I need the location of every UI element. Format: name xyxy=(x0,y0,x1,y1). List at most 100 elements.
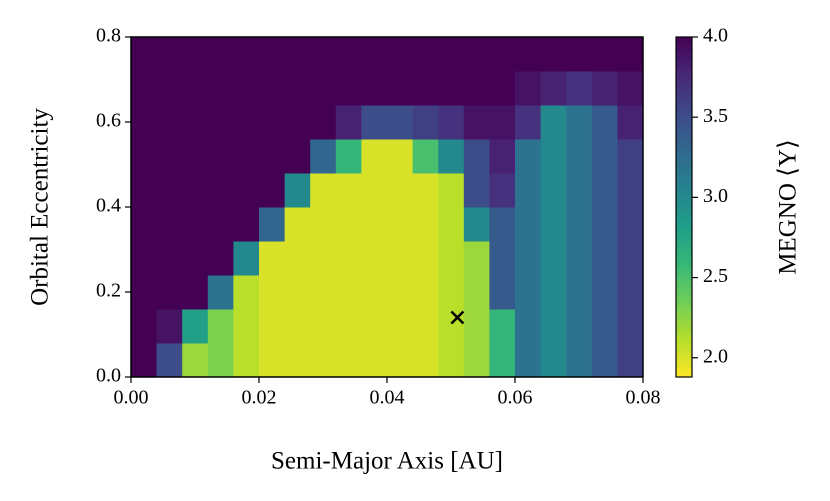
heatmap-cell xyxy=(515,173,542,208)
colorbar-tick-label: 2.5 xyxy=(703,265,728,287)
heatmap-cell xyxy=(131,105,158,140)
heatmap-cell xyxy=(361,207,388,242)
heatmap-cell xyxy=(182,309,209,344)
heatmap-cell xyxy=(591,207,618,242)
heatmap-cell xyxy=(156,71,183,106)
x-tick-label: 0.00 xyxy=(114,387,149,409)
heatmap-cell xyxy=(540,139,567,174)
heatmap-cell xyxy=(182,173,209,208)
heatmap-cell xyxy=(131,71,158,106)
heatmap-cell xyxy=(438,207,465,242)
heatmap-cell xyxy=(540,105,567,140)
heatmap-cell xyxy=(591,343,618,378)
heatmap-cell xyxy=(156,207,183,242)
heatmap-cell xyxy=(207,207,234,242)
heatmap-cell xyxy=(335,173,362,208)
heatmap-cell xyxy=(284,241,311,276)
heatmap-cell xyxy=(617,275,644,310)
heatmap-cell xyxy=(259,173,286,208)
heatmap-cell xyxy=(412,275,439,310)
heatmap-cell xyxy=(617,105,644,140)
heatmap-cell xyxy=(284,309,311,344)
heatmap-cell xyxy=(387,241,414,276)
heatmap-cell xyxy=(412,309,439,344)
heatmap-cell xyxy=(617,309,644,344)
heatmap-cell xyxy=(284,173,311,208)
heatmap-cell xyxy=(259,343,286,378)
heatmap-cell xyxy=(438,37,465,72)
heatmap-cell xyxy=(284,275,311,310)
heatmap-cell xyxy=(566,343,593,378)
heatmap-cell xyxy=(387,207,414,242)
colorbar-tick-label: 3.5 xyxy=(703,105,728,127)
heatmap-cell xyxy=(387,343,414,378)
heatmap-cell xyxy=(156,241,183,276)
heatmap-cell xyxy=(412,241,439,276)
heatmap-cell xyxy=(591,173,618,208)
heatmap-cell xyxy=(412,173,439,208)
heatmap-cell xyxy=(233,105,260,140)
heatmap-cell xyxy=(515,105,542,140)
heatmap-cell xyxy=(233,207,260,242)
heatmap-cell xyxy=(310,309,337,344)
heatmap-cell xyxy=(233,139,260,174)
heatmap-cell xyxy=(207,139,234,174)
colorbar-tick-label: 4.0 xyxy=(703,25,728,47)
heatmap-cell xyxy=(617,343,644,378)
colorbar-tick-label: 3.0 xyxy=(703,185,728,207)
marker-stroke xyxy=(450,310,465,325)
heatmap-cell xyxy=(310,275,337,310)
heatmap-cell xyxy=(182,105,209,140)
heatmap-cell xyxy=(387,275,414,310)
colorbar xyxy=(675,36,693,378)
heatmap-cell xyxy=(284,207,311,242)
x-tick-label: 0.06 xyxy=(498,387,533,409)
heatmap-cell xyxy=(335,139,362,174)
heatmap-cell xyxy=(566,207,593,242)
heatmap-cell xyxy=(131,241,158,276)
heatmap-cell xyxy=(540,207,567,242)
heatmap-cell xyxy=(131,309,158,344)
heatmap-cell xyxy=(489,37,516,72)
heatmap-cell xyxy=(438,71,465,106)
heatmap-cell xyxy=(515,37,542,72)
x-tick-label: 0.08 xyxy=(626,387,661,409)
heatmap-cell xyxy=(463,241,490,276)
heatmap-cell xyxy=(591,105,618,140)
heatmap-cell xyxy=(463,207,490,242)
x-tick-label: 0.04 xyxy=(370,387,405,409)
heatmap-cell xyxy=(387,37,414,72)
x-tick-label: 0.02 xyxy=(242,387,277,409)
heatmap-cell xyxy=(284,71,311,106)
heatmap-cell xyxy=(207,275,234,310)
heatmap xyxy=(131,37,644,378)
heatmap-cell xyxy=(515,207,542,242)
heatmap-cell xyxy=(566,105,593,140)
heatmap-cell xyxy=(463,71,490,106)
heatmap-cell xyxy=(259,207,286,242)
heatmap-cell xyxy=(131,275,158,310)
heatmap-cell xyxy=(284,105,311,140)
heatmap-cell xyxy=(412,207,439,242)
heatmap-cell xyxy=(489,207,516,242)
heatmap-cell xyxy=(182,37,209,72)
heatmap-cell xyxy=(540,71,567,106)
heatmap-cell xyxy=(233,241,260,276)
heatmap-cell xyxy=(259,241,286,276)
heatmap-cell xyxy=(259,37,286,72)
heatmap-cell xyxy=(463,139,490,174)
heatmap-cell xyxy=(412,343,439,378)
heatmap-cell xyxy=(515,275,542,310)
heatmap-cell xyxy=(412,105,439,140)
heatmap-cell xyxy=(259,139,286,174)
heatmap-cell xyxy=(182,71,209,106)
heatmap-cell xyxy=(361,37,388,72)
heatmap-cell xyxy=(566,241,593,276)
heatmap-cell xyxy=(566,139,593,174)
heatmap-cell xyxy=(591,309,618,344)
heatmap-cell xyxy=(335,105,362,140)
heatmap-cell xyxy=(233,275,260,310)
heatmap-cell xyxy=(515,139,542,174)
heatmap-cell xyxy=(131,343,158,378)
